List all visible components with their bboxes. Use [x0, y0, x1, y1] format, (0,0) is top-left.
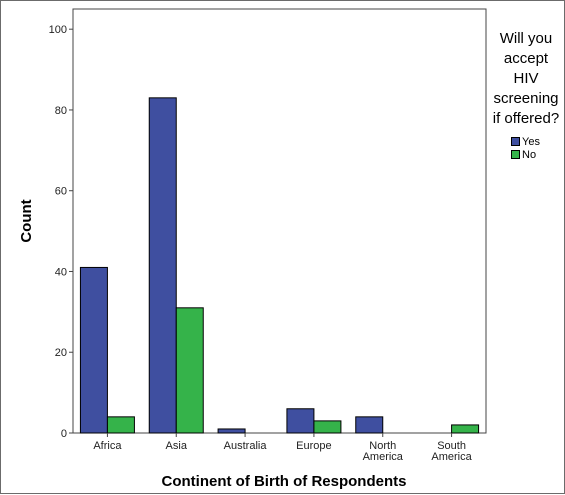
x-tick-label: Europe: [296, 440, 331, 452]
y-tick-label: 100: [49, 24, 67, 36]
bar-yes: [286, 408, 315, 434]
bar-no: [313, 420, 342, 434]
y-tick-label: 80: [55, 105, 67, 117]
legend-entry-yes: Yes: [511, 135, 565, 148]
x-tick-label: Africa: [93, 440, 122, 452]
bar-no: [175, 307, 204, 434]
x-tick-label: Asia: [166, 440, 188, 452]
x-tick-label: South America: [431, 440, 472, 463]
legend-swatch: [511, 150, 520, 159]
legend-swatch: [511, 137, 520, 146]
legend-title: Will you accept HIV screening if offered…: [492, 30, 560, 127]
legend-label: Yes: [522, 135, 540, 148]
x-tick-label: Australia: [224, 440, 268, 452]
y-axis-title: Count: [18, 199, 35, 242]
bar-no: [106, 416, 135, 434]
bar-yes: [148, 97, 177, 434]
x-tick-label: North America: [363, 440, 404, 463]
legend-label: No: [522, 148, 537, 161]
bars: [79, 97, 480, 434]
y-tick-label: 40: [55, 266, 67, 278]
y-tick-label: 20: [55, 347, 67, 359]
plot-area: [72, 8, 487, 434]
y-axis: 0 20 40 60 80 100: [49, 24, 73, 440]
bar-yes: [355, 416, 384, 434]
legend-entries: Yes No: [511, 135, 565, 161]
legend: Will you accept HIV screening if offered…: [487, 29, 565, 161]
bar-no: [451, 424, 480, 434]
legend-entry-no: No: [511, 148, 565, 161]
y-tick-label: 0: [61, 428, 67, 440]
x-axis: Africa Asia Australia Europe North America Sou…: [93, 433, 473, 463]
bar-yes: [217, 428, 246, 434]
y-tick-label: 60: [55, 186, 67, 198]
x-axis-title: Continent of Birth of Respondents: [162, 473, 407, 490]
bar-yes: [79, 266, 108, 434]
